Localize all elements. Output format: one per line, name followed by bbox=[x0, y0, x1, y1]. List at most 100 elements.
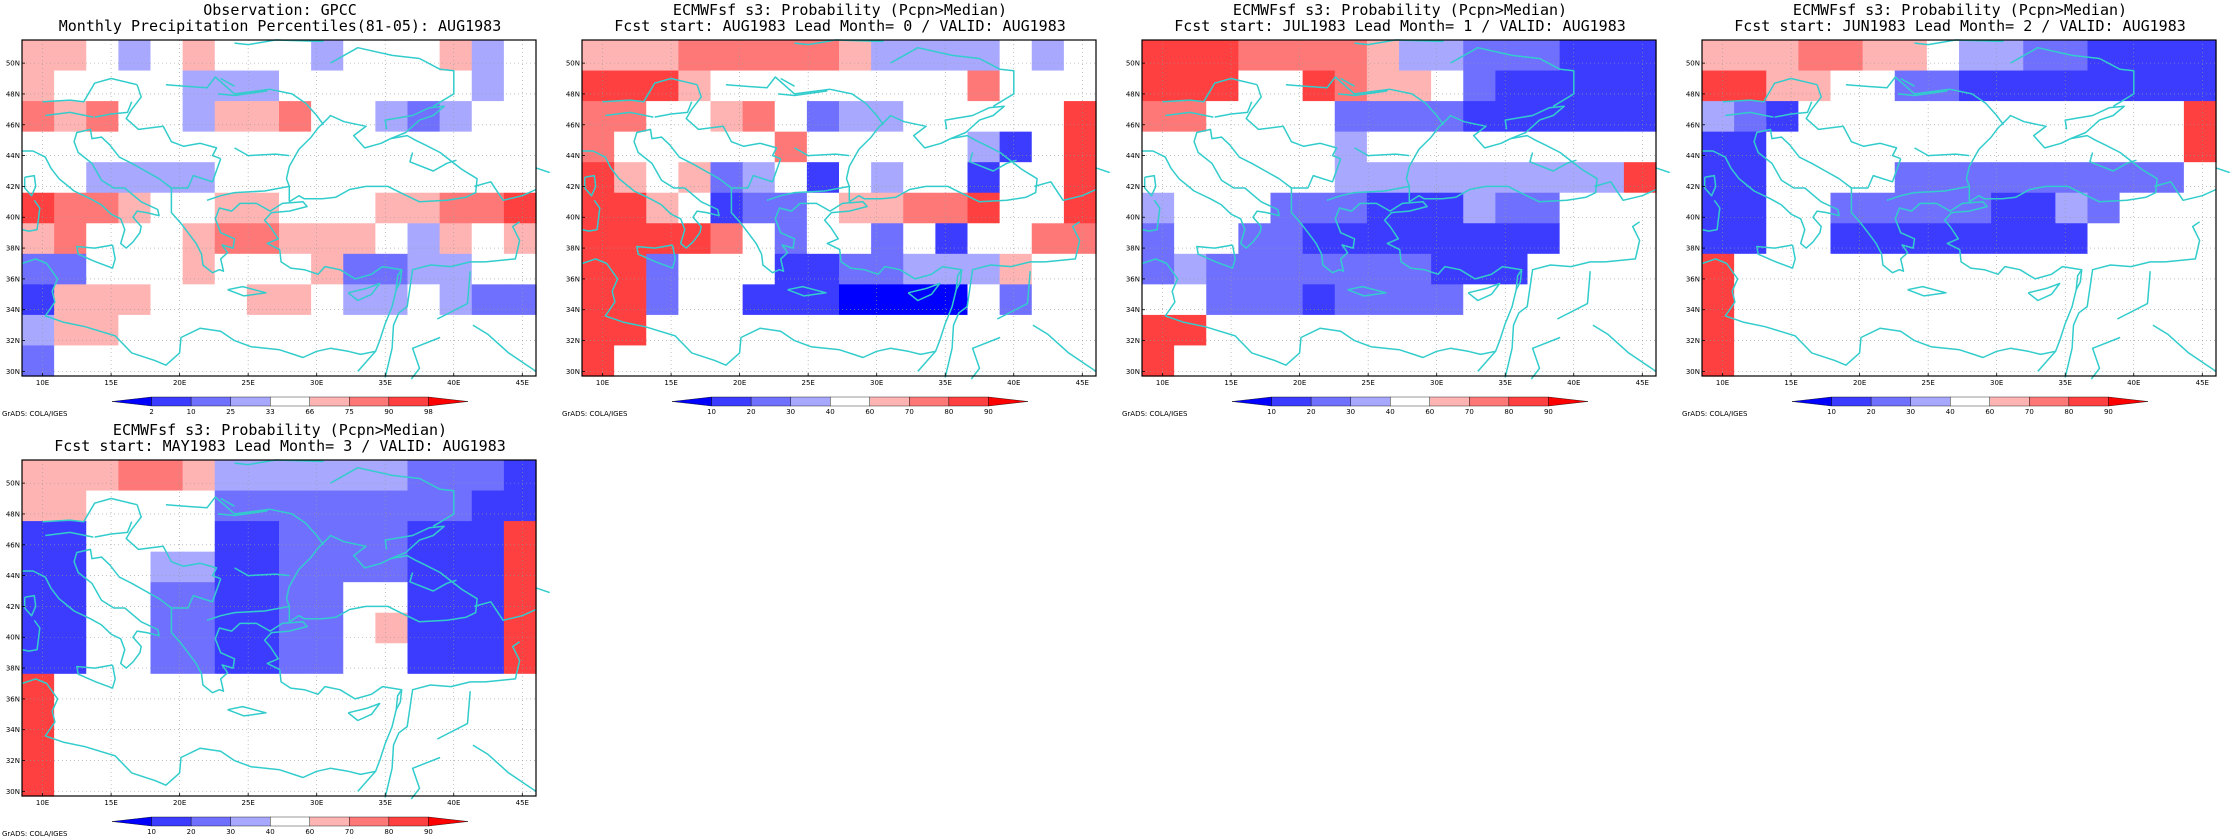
grid-cell bbox=[2055, 223, 2089, 255]
grid-cell bbox=[407, 643, 441, 675]
coastline bbox=[1504, 105, 1565, 140]
grid-cell bbox=[439, 162, 473, 194]
grid-cell bbox=[999, 253, 1033, 285]
grid-cell bbox=[774, 101, 808, 133]
lat-tick-label: 48N bbox=[566, 90, 580, 98]
coastline bbox=[1907, 285, 1947, 297]
grid-cell bbox=[2023, 192, 2056, 224]
coastline bbox=[45, 111, 94, 118]
grid-cell bbox=[1734, 101, 1767, 133]
grid-cell bbox=[54, 490, 87, 522]
grid-cell bbox=[710, 284, 744, 316]
grid-cell bbox=[54, 460, 87, 492]
coastline bbox=[787, 285, 827, 297]
credit-label: GrADS: COLA/IGES bbox=[1122, 410, 1188, 418]
grid-cell bbox=[86, 673, 119, 705]
legend-tick-label: 70 bbox=[345, 828, 354, 836]
grid-cell bbox=[2023, 101, 2056, 133]
grid-cell bbox=[1063, 70, 1097, 102]
lon-tick-label: 15E bbox=[664, 379, 677, 387]
grid-cell bbox=[2055, 314, 2089, 347]
lon-tick-label: 25E bbox=[801, 379, 814, 387]
grid-cell bbox=[1559, 284, 1593, 316]
grid-cell bbox=[54, 345, 87, 377]
grid-cell bbox=[1766, 314, 1799, 347]
grid-cell bbox=[1431, 131, 1464, 163]
grid-cell bbox=[1894, 131, 1928, 163]
lat-tick-label: 50N bbox=[1686, 60, 1700, 68]
grid-cell bbox=[246, 40, 280, 72]
grid-cell bbox=[1142, 70, 1175, 102]
grid-cell bbox=[1463, 162, 1496, 194]
grid-cell bbox=[182, 314, 216, 347]
grid-cell bbox=[2023, 131, 2056, 163]
legend-swatch bbox=[1390, 396, 1430, 407]
grid-cell bbox=[246, 490, 280, 522]
grid-cell bbox=[471, 490, 505, 522]
grid-cell bbox=[774, 223, 808, 255]
grid-cell bbox=[311, 223, 344, 255]
coastline bbox=[581, 128, 963, 366]
coastline bbox=[395, 689, 403, 711]
grid-cell bbox=[54, 101, 87, 133]
legend-swatch bbox=[948, 396, 989, 407]
grid-cell bbox=[503, 70, 537, 102]
grid-cell bbox=[503, 673, 537, 705]
grid-cell bbox=[1206, 253, 1239, 285]
panel-title: ECMWFsf s3: Probability (Pcpn>Median) bbox=[1792, 1, 2128, 19]
legend-swatch bbox=[1508, 396, 1549, 407]
grid-cell bbox=[54, 223, 87, 255]
coastline bbox=[845, 114, 1038, 203]
lon-tick-label: 25E bbox=[1361, 379, 1374, 387]
grid-cell bbox=[1702, 314, 1735, 347]
grid-cell bbox=[503, 612, 537, 644]
grid-cell bbox=[1702, 101, 1735, 133]
grid-cell bbox=[999, 192, 1033, 224]
grid-cell bbox=[1063, 192, 1097, 224]
lat-tick-label: 40N bbox=[6, 214, 20, 222]
grid-cell bbox=[1591, 223, 1625, 255]
coastline bbox=[1405, 114, 1598, 203]
grid-cell bbox=[1302, 314, 1336, 347]
grid-cell bbox=[1959, 223, 1992, 255]
grid-cell bbox=[407, 704, 441, 736]
grid-cell bbox=[967, 101, 1001, 133]
grid-cell bbox=[1366, 131, 1400, 163]
grid-cell bbox=[871, 284, 904, 316]
graticule bbox=[1702, 40, 2216, 376]
lon-tick-label: 30E bbox=[1990, 379, 2003, 387]
coastline bbox=[1354, 39, 1444, 46]
grid-cell bbox=[150, 223, 184, 255]
grid-cell bbox=[279, 704, 312, 736]
legend-swatch bbox=[309, 816, 350, 827]
grid-cell bbox=[774, 131, 808, 163]
grid-cell bbox=[1063, 223, 1097, 255]
grid-cell bbox=[1623, 314, 1657, 347]
grid-cell bbox=[1302, 192, 1336, 224]
grid-cell bbox=[279, 101, 312, 133]
grid-cell bbox=[903, 40, 936, 72]
lon-tick-label: 10E bbox=[596, 379, 609, 387]
legend-tick-label: 60 bbox=[865, 408, 874, 416]
coastline bbox=[1389, 88, 1445, 126]
coastline bbox=[227, 705, 267, 717]
lat-tick-label: 34N bbox=[6, 306, 20, 314]
lon-tick-label: 35E bbox=[379, 379, 392, 387]
lon-tick-label: 25E bbox=[241, 799, 254, 807]
panel-subtitle: Monthly Precipitation Percentiles(81-05)… bbox=[58, 17, 502, 35]
legend-swatch bbox=[1469, 396, 1510, 407]
grid-cell bbox=[279, 40, 312, 72]
color-legend: 10 20 30 40 60 70 80 90 bbox=[111, 816, 469, 836]
grid-cell bbox=[999, 40, 1033, 72]
coastline bbox=[220, 497, 235, 507]
grid-cell bbox=[1174, 314, 1207, 347]
grid-cell bbox=[311, 70, 344, 102]
grid-cell bbox=[214, 551, 248, 583]
grid-cell bbox=[1623, 284, 1657, 316]
grid-cell bbox=[375, 284, 409, 316]
legend-swatch bbox=[388, 396, 429, 407]
grid-cell bbox=[503, 284, 537, 316]
grid-cell bbox=[1559, 314, 1593, 347]
grid-cell bbox=[86, 70, 119, 102]
grid-cell bbox=[86, 314, 119, 347]
